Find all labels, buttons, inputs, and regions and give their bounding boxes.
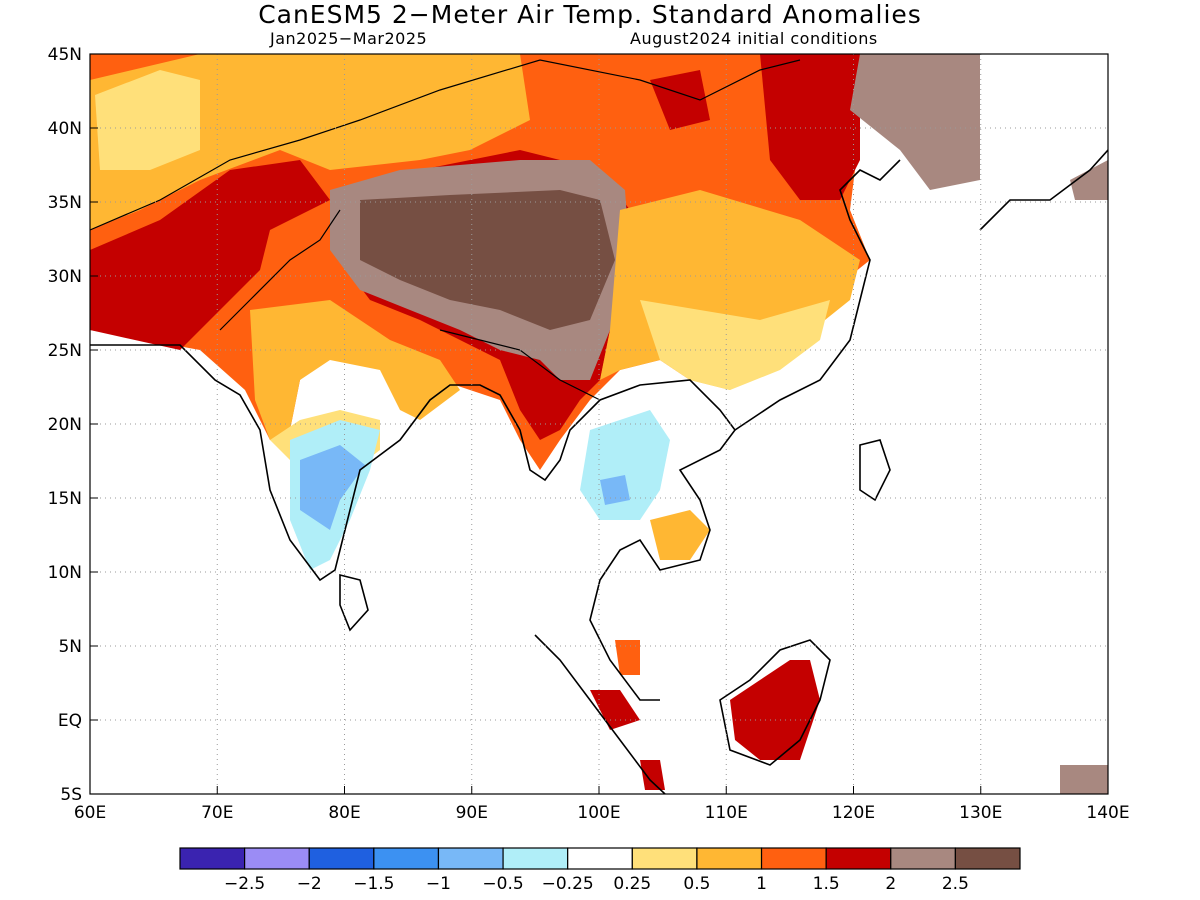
colorbar-label: 0.25	[613, 874, 651, 894]
colorbar-swatch	[502, 847, 569, 870]
lat-tick-label: 40N	[48, 119, 82, 139]
lon-tick-label: 60E	[74, 803, 106, 823]
lon-tick-label: 100E	[577, 803, 620, 823]
colorbar-swatch	[954, 847, 1021, 870]
colorbar-swatch	[567, 847, 633, 870]
anomaly-fill	[90, 54, 1108, 794]
lat-tick-label: 35N	[48, 193, 82, 213]
colorbar-label: 2	[885, 874, 896, 894]
lon-tick-label: 80E	[328, 803, 360, 823]
colorbar-label: −1.5	[353, 874, 394, 894]
lat-tick-label: 45N	[48, 45, 82, 65]
colorbar-swatch	[308, 847, 375, 870]
colorbar-label: −2	[297, 874, 322, 894]
colorbar-swatch	[631, 847, 698, 870]
colorbar-swatch	[890, 847, 956, 870]
colorbar-swatch	[244, 847, 310, 870]
lon-tick-label: 110E	[705, 803, 748, 823]
lat-tick-label: 5N	[58, 637, 82, 657]
figure-title: CanESM5 2−Meter Air Temp. Standard Anoma…	[258, 0, 922, 29]
colorbar: −2.5 −2 −1.5 −1 −0.5 −0.25 0.25 0.5 1 1.5 2 2.5	[179, 847, 1021, 894]
lat-tick-label: 20N	[48, 415, 82, 435]
colorbar-label: −0.25	[542, 874, 594, 894]
lat-tick-label: 30N	[48, 267, 82, 287]
forecast-period: Jan2025−Mar2025	[270, 29, 428, 48]
gridlines	[90, 54, 1108, 794]
colorbar-label: −2.5	[224, 874, 265, 894]
initial-conditions: August2024 initial conditions	[630, 29, 878, 48]
lat-tick-label: 5S	[60, 785, 82, 805]
lon-axis: 60E 70E 80E 90E 100E 110E 120E 130E 140E	[74, 786, 1130, 823]
lon-tick-label: 70E	[201, 803, 233, 823]
lon-tick-label: 90E	[456, 803, 488, 823]
colorbar-swatch	[437, 847, 504, 870]
colorbar-swatch	[825, 847, 892, 870]
lat-tick-label: 10N	[48, 563, 82, 583]
lat-axis: 45N 40N 35N 30N 25N 20N 15N 10N 5N EQ 5S	[48, 45, 98, 805]
colorbar-label: −1	[426, 874, 451, 894]
colorbar-label: 2.5	[942, 874, 969, 894]
lat-tick-label: 15N	[48, 489, 82, 509]
colorbar-label: 1.5	[813, 874, 840, 894]
lon-tick-label: 120E	[832, 803, 875, 823]
lon-tick-label: 130E	[959, 803, 1002, 823]
colorbar-label: 0.5	[683, 874, 710, 894]
colorbar-label: 1	[756, 874, 767, 894]
colorbar-swatch	[760, 847, 827, 870]
colorbar-swatch	[179, 847, 246, 870]
colorbar-swatch	[373, 847, 440, 870]
colorbar-swatch	[696, 847, 763, 870]
lon-tick-label: 140E	[1086, 803, 1129, 823]
lat-tick-label: 25N	[48, 341, 82, 361]
colorbar-label: −0.5	[482, 874, 523, 894]
lat-tick-label: EQ	[58, 711, 82, 731]
